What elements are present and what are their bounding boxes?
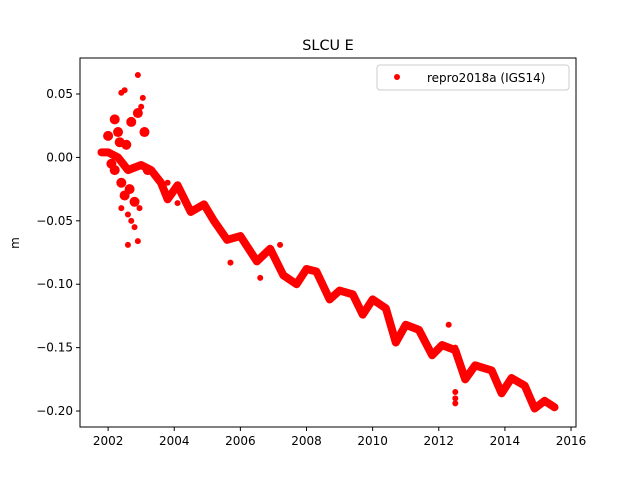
data-point [106,158,117,169]
data-point [531,405,538,412]
data-point [521,382,528,389]
data-point [164,196,171,203]
data-point [138,162,145,169]
data-point [498,390,505,397]
data-point [224,236,231,243]
x-tick-label: 2012 [423,434,454,448]
data-point [124,184,135,195]
data-point [174,200,181,207]
data-point [392,339,399,346]
x-tick-label: 2008 [291,434,322,448]
data-point [124,167,131,174]
data-point [336,287,343,294]
legend-marker [394,74,400,80]
data-point [139,127,150,138]
y-tick-label: 0.00 [46,150,73,164]
data-point [415,326,422,333]
data-point [136,205,143,212]
data-point [129,196,140,207]
data-point [253,258,260,265]
data-point [452,400,459,407]
data-point [280,272,287,279]
y-tick-label: −0.15 [36,341,73,355]
data-point [126,116,137,127]
data-point [452,395,459,402]
data-point [142,165,153,176]
data-point [293,281,300,288]
data-point [402,321,409,328]
x-tick-label: 2016 [556,434,587,448]
plot-frame [79,57,577,428]
data-point [452,344,459,351]
data-point [227,259,234,266]
data-point [508,375,515,382]
data-point [439,342,446,349]
data-point [472,362,479,369]
data-point [369,296,376,303]
data-point [132,108,143,119]
data-point [359,311,366,318]
data-point [313,268,320,275]
data-point [187,208,194,215]
data-point [167,189,174,196]
data-point [303,266,310,273]
y-axis-ticks: 0.05 0.00 −0.05 −0.10 −0.15 −0.20 [36,87,80,418]
data-point [115,154,122,161]
x-axis-ticks: 2002 2004 2006 2008 2010 2012 2014 2016 [93,427,586,448]
y-tick-label: −0.05 [36,214,73,228]
data-point [114,137,125,148]
x-tick-label: 2002 [93,434,124,448]
data-point [445,321,452,328]
data-point [138,103,145,110]
data-point [349,291,356,298]
y-tick-label: 0.05 [46,87,73,101]
data-point [541,397,548,404]
data-point [551,404,558,411]
data-point [201,201,207,208]
legend-label: repro2018a (IGS14) [427,71,545,85]
data-point [124,241,131,248]
data-point [98,149,105,156]
x-tick-label: 2004 [159,434,190,448]
x-tick-label: 2010 [357,434,388,448]
x-tick-label: 2006 [225,434,256,448]
data-point [121,87,128,94]
data-point [174,182,181,189]
data-point [158,179,165,186]
chart-title: SLCU E [302,38,353,54]
data-point [237,233,244,240]
data-point [326,296,333,303]
data-point [267,245,274,252]
y-tick-label: −0.10 [36,277,73,291]
y-axis-label: m [8,237,22,249]
data-point [429,352,436,359]
data-point [210,217,217,224]
data-points [97,71,559,413]
data-point [277,241,284,248]
data-point [109,114,120,125]
data-point [257,274,264,281]
data-point [118,205,125,212]
y-tick-label: −0.20 [36,404,73,418]
legend: repro2018a (IGS14) [376,64,570,91]
data-point [139,94,146,101]
data-point [452,389,459,396]
data-point [103,130,114,141]
data-point [105,149,112,156]
data-point [134,238,141,245]
data-point [382,305,389,312]
data-point [488,367,495,374]
data-point [113,127,124,138]
data-point [134,71,141,78]
data-point [462,376,469,383]
data-point [131,224,138,231]
x-tick-label: 2014 [490,434,521,448]
data-point [116,177,127,188]
data-point [128,217,135,224]
data-point [124,211,131,218]
data-point [164,179,171,186]
